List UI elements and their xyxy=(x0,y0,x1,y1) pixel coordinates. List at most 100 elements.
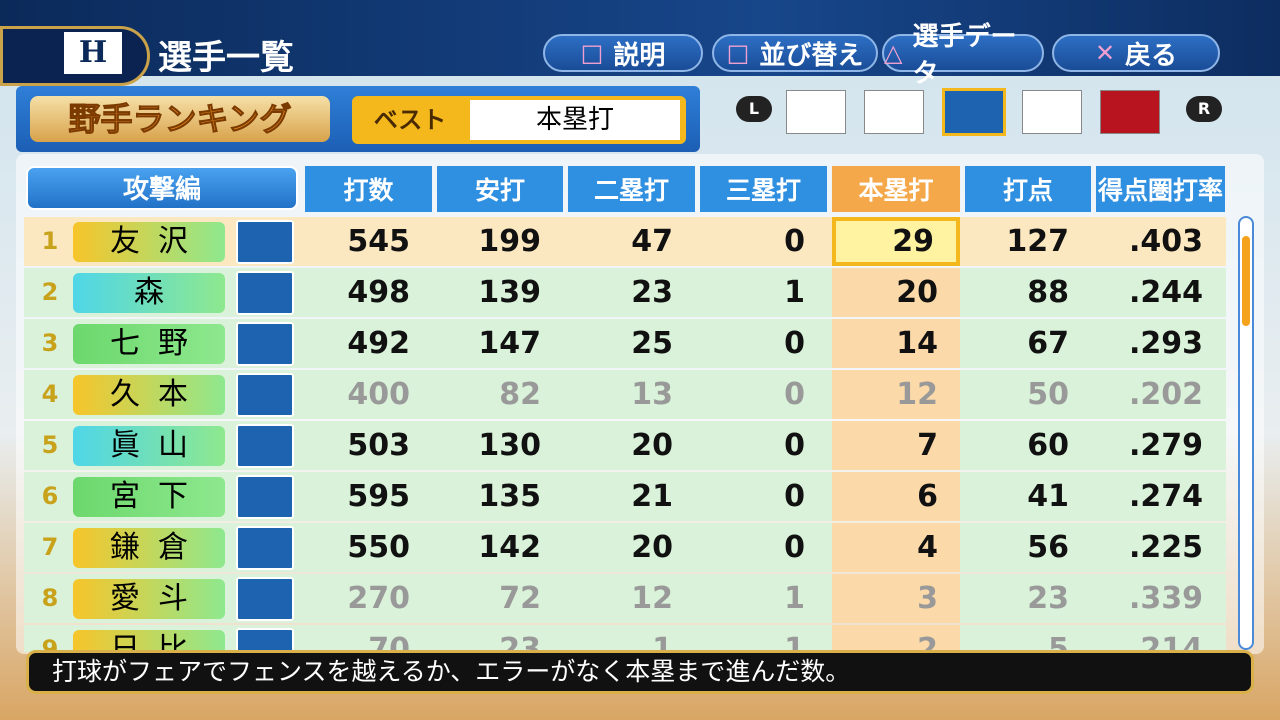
stat-cell: 127 xyxy=(1006,224,1069,259)
stat-cell: 1 xyxy=(652,632,673,652)
stat-cell: 4 xyxy=(832,523,960,572)
footer-bar xyxy=(26,650,1254,694)
stat-cell: 550 xyxy=(347,530,410,565)
next-button[interactable]: R xyxy=(1186,96,1222,122)
ranking-title: 野手ランキング xyxy=(30,96,330,142)
stat-cell: 0 xyxy=(784,530,805,565)
player-name[interactable]: 森 xyxy=(73,273,225,313)
team-tab[interactable] xyxy=(864,90,924,134)
stat-cell: 135 xyxy=(478,479,541,514)
stat-cell: .339 xyxy=(1128,581,1203,616)
menu-button[interactable]: ✕ 戻る xyxy=(1052,34,1220,72)
stat-cell: 595 xyxy=(347,479,410,514)
filter-value: 本塁打 xyxy=(470,100,680,140)
stat-cell: 47 xyxy=(631,224,673,259)
rank: 7 xyxy=(41,533,59,561)
stat-cell: 5 xyxy=(1048,632,1069,652)
rank: 4 xyxy=(41,380,59,408)
button-label: 並び替え xyxy=(759,40,864,71)
stat-cell: 498 xyxy=(347,275,410,310)
stat-cell: 56 xyxy=(1027,530,1069,565)
team-tab[interactable] xyxy=(1022,90,1082,134)
stat-cell: 50 xyxy=(1027,377,1069,412)
stat-cell: 0 xyxy=(784,479,805,514)
stat-cell: .403 xyxy=(1128,224,1203,259)
team-tab[interactable] xyxy=(1100,90,1160,134)
stat-cell: 199 xyxy=(478,224,541,259)
team-icon xyxy=(236,322,294,366)
stat-cell: 1 xyxy=(784,632,805,652)
stat-cell: 6 xyxy=(832,472,960,521)
stat-cell: 23 xyxy=(499,632,541,652)
team-icon xyxy=(236,373,294,417)
scroll-thumb xyxy=(1242,236,1250,326)
team-tab[interactable] xyxy=(942,88,1006,136)
stat-cell: 67 xyxy=(1027,326,1069,361)
button-label: 説明 xyxy=(613,40,666,71)
rank: 5 xyxy=(41,431,59,459)
stat-cell: 3 xyxy=(832,574,960,623)
prev-button[interactable]: L xyxy=(736,96,772,122)
stat-cell: 147 xyxy=(478,326,541,361)
stat-cell: .274 xyxy=(1128,479,1203,514)
stat-cell: 23 xyxy=(631,275,673,310)
stat-cell: 25 xyxy=(631,326,673,361)
stat-cell: 20 xyxy=(631,428,673,463)
team-icon xyxy=(236,475,294,519)
stat-cell: 21 xyxy=(631,479,673,514)
stat-cell: 60 xyxy=(1027,428,1069,463)
team-icon xyxy=(236,526,294,570)
player-name[interactable]: 久本 xyxy=(73,375,225,415)
button-label: 選手データ xyxy=(912,22,1017,89)
stat-cell: 12 xyxy=(832,370,960,419)
player-name[interactable]: 七野 xyxy=(73,324,225,364)
column-header: 打点 xyxy=(965,166,1091,212)
player-name[interactable]: 友沢 xyxy=(73,222,225,262)
player-name[interactable]: 鎌倉 xyxy=(73,528,225,568)
rank: 1 xyxy=(41,227,59,255)
stat-cell: .225 xyxy=(1128,530,1203,565)
scrollbar[interactable] xyxy=(1238,216,1254,650)
team-icon xyxy=(236,577,294,621)
button-icon: △ xyxy=(884,39,903,67)
rank: 8 xyxy=(41,584,59,612)
stat-cell: 1 xyxy=(784,581,805,616)
menu-button[interactable]: □ 並び替え xyxy=(712,34,878,72)
stat-cell: 130 xyxy=(478,428,541,463)
stat-cell: 142 xyxy=(478,530,541,565)
stat-cell: 20 xyxy=(832,268,960,317)
player-name[interactable]: 眞山 xyxy=(73,426,225,466)
rank: 3 xyxy=(41,329,59,357)
player-name[interactable]: 愛斗 xyxy=(73,579,225,619)
filter-label: ベスト xyxy=(373,106,447,134)
stat-cell: 13 xyxy=(631,377,673,412)
stat-cell: .279 xyxy=(1128,428,1203,463)
stat-cell: 82 xyxy=(499,377,541,412)
rank: 9 xyxy=(41,635,59,652)
stat-cell: 492 xyxy=(347,326,410,361)
column-header: 二塁打 xyxy=(568,166,695,212)
button-icon: □ xyxy=(726,39,750,67)
player-name[interactable]: 宮下 xyxy=(73,477,225,517)
team-icon xyxy=(236,424,294,468)
stat-cell: 41 xyxy=(1027,479,1069,514)
team-icon xyxy=(236,271,294,315)
screen-title: 選手一覧 xyxy=(158,38,294,78)
menu-button[interactable]: □ 説明 xyxy=(543,34,703,72)
stat-cell: 0 xyxy=(784,224,805,259)
stat-cell: 12 xyxy=(631,581,673,616)
button-icon: □ xyxy=(580,39,604,67)
team-tab[interactable] xyxy=(786,90,846,134)
team-icon xyxy=(236,220,294,264)
stat-cell: 72 xyxy=(499,581,541,616)
player-name[interactable]: 日比 xyxy=(73,630,225,652)
menu-button[interactable]: △ 選手データ xyxy=(882,22,1044,89)
button-label: 戻る xyxy=(1125,40,1178,71)
stat-cell: 0 xyxy=(784,326,805,361)
stat-cell: 23 xyxy=(1027,581,1069,616)
stat-cell: 29 xyxy=(832,217,960,266)
column-header: 打数 xyxy=(305,166,432,212)
stat-cell: .293 xyxy=(1128,326,1203,361)
column-header: 本塁打 xyxy=(832,166,960,212)
